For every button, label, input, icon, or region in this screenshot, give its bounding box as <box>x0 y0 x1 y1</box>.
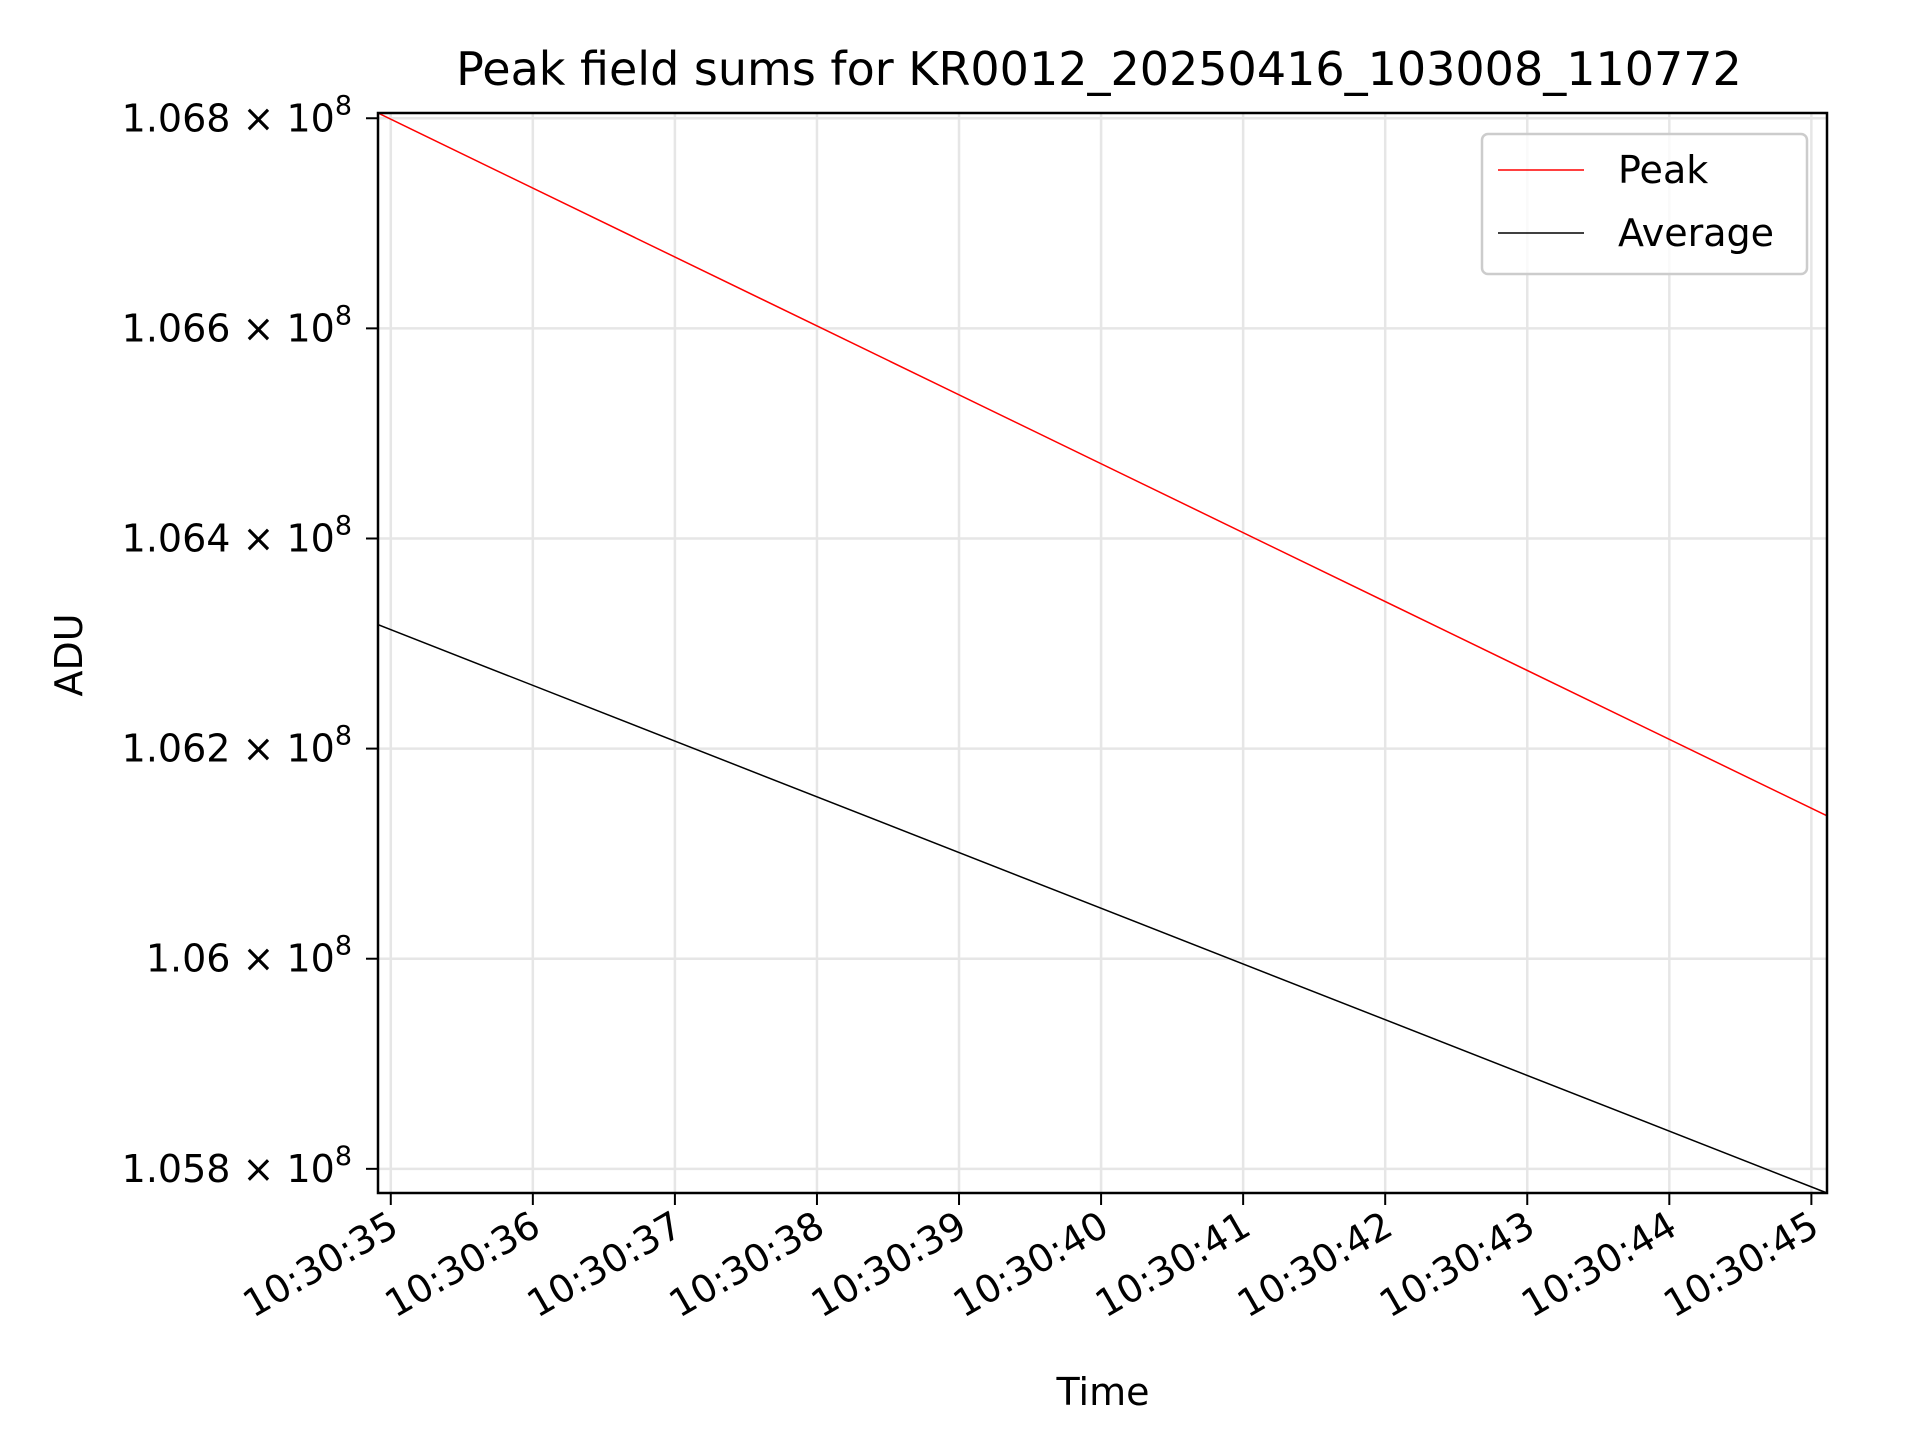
y-tick-multiplier: × 10 <box>230 937 334 981</box>
y-tick-multiplier: × 10 <box>230 516 334 560</box>
y-tick-label: 1.068 × 108 <box>122 90 352 140</box>
plot-frame <box>376 111 1829 1195</box>
y-tick-exponent: 8 <box>335 300 352 331</box>
y-tick-multiplier: × 10 <box>230 96 334 140</box>
legend-label-average: Average <box>1618 211 1774 255</box>
y-tick-multiplier: × 10 <box>230 727 334 771</box>
legend-box <box>1480 132 1809 276</box>
y-tick-exponent: 8 <box>335 931 352 962</box>
y-gridlines <box>378 117 1827 1171</box>
y-tick-exponent: 8 <box>335 90 352 121</box>
y-tick-label: 1.058 × 108 <box>122 1141 352 1191</box>
chart-title: Peak field sums for KR0012_20250416_1030… <box>456 42 1742 96</box>
x-axis-label: Time <box>1056 1370 1150 1414</box>
y-tick-label: 1.066 × 108 <box>122 300 352 350</box>
legend-label-peak: Peak <box>1618 148 1708 192</box>
series-layer <box>377 112 1828 1194</box>
legend: Peak Average <box>1480 132 1809 276</box>
y-tick-mantissa: 1.068 <box>122 96 231 140</box>
series-line-average <box>377 623 1828 1194</box>
y-tick-mantissa: 1.064 <box>122 516 231 560</box>
y-tick-exponent: 8 <box>335 721 352 752</box>
y-tick-label: 1.06 × 108 <box>146 931 352 981</box>
y-tick-multiplier: × 10 <box>230 306 334 350</box>
x-gridlines <box>389 113 1813 1193</box>
y-tick-exponent: 8 <box>335 1141 352 1172</box>
y-tick-mantissa: 1.058 <box>122 1147 231 1191</box>
y-tick-mantissa: 1.066 <box>122 306 231 350</box>
y-tick-exponent: 8 <box>335 510 352 541</box>
y-tick-mantissa: 1.062 <box>122 727 231 771</box>
y-tick-multiplier: × 10 <box>230 1147 334 1191</box>
y-tick-label: 1.064 × 108 <box>122 510 352 560</box>
y-tick-label: 1.062 × 108 <box>122 721 352 771</box>
y-tick-mantissa: 1.06 <box>146 937 231 981</box>
series-line-peak <box>377 112 1828 817</box>
y-axis-label: ADU <box>47 613 91 696</box>
